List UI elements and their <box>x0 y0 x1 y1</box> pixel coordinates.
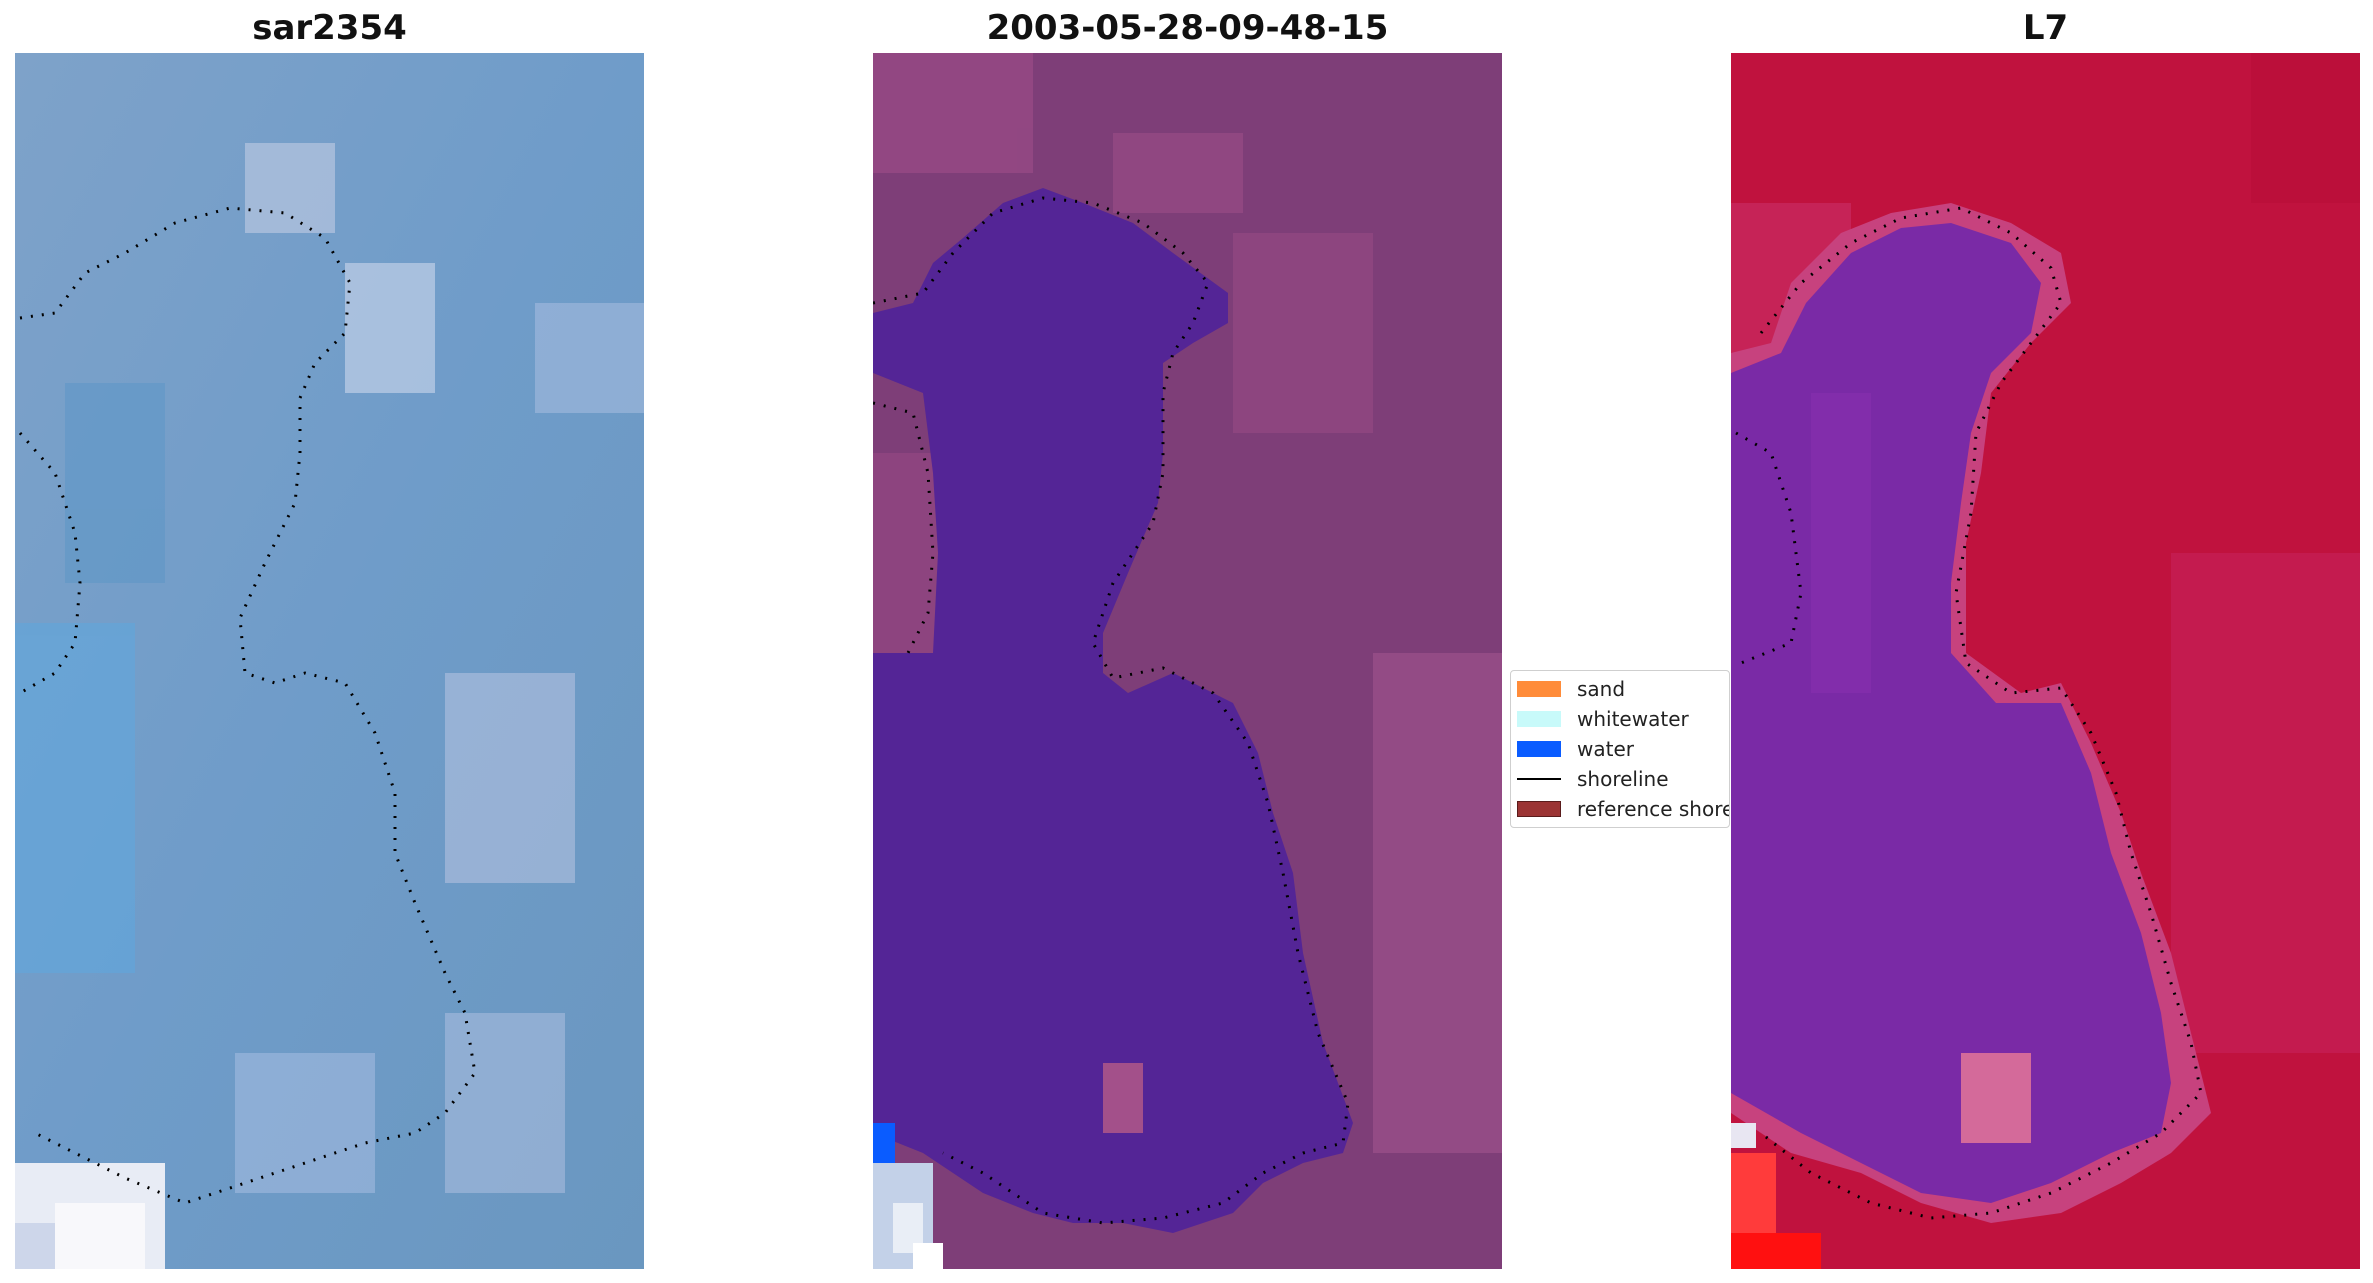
whitewater-swatch <box>1517 711 1561 727</box>
classification-image <box>873 53 1502 1269</box>
legend-item-water: water <box>1517 737 1634 761</box>
water-swatch <box>1517 741 1561 757</box>
legend-label-shoreline: shoreline <box>1577 767 1669 791</box>
rgb-image-panel <box>15 53 644 1269</box>
classification-shoreline <box>873 196 1350 1225</box>
legend-label-water: water <box>1577 737 1634 761</box>
legend: sand whitewater water shoreline referenc… <box>1510 670 1730 828</box>
legend-label-whitewater: whitewater <box>1577 707 1689 731</box>
rgb-image <box>15 53 644 1269</box>
sand-swatch <box>1517 681 1561 697</box>
panel-title-rgb: sar2354 <box>252 8 407 48</box>
reference-shoreline-swatch <box>1517 801 1561 817</box>
legend-item-shoreline: shoreline <box>1517 767 1669 791</box>
legend-item-whitewater: whitewater <box>1517 707 1689 731</box>
panel-title-index: L7 <box>2022 8 2069 48</box>
index-panel <box>1731 53 2360 1269</box>
panel-title-classification: 2003-05-28-09-48-15 <box>986 8 1389 48</box>
classification-panel <box>873 53 1502 1269</box>
legend-label-sand: sand <box>1577 677 1626 701</box>
water-region <box>873 188 1353 1233</box>
legend-item-reference-shoreline: reference shoreline <box>1517 797 1729 821</box>
index-image <box>1731 53 2360 1269</box>
legend-item-sand: sand <box>1517 677 1625 701</box>
index-shoreline <box>1735 431 1803 665</box>
legend-label-reference-shoreline: reference shoreline <box>1577 797 1729 821</box>
shoreline-line-icon <box>1517 778 1561 780</box>
